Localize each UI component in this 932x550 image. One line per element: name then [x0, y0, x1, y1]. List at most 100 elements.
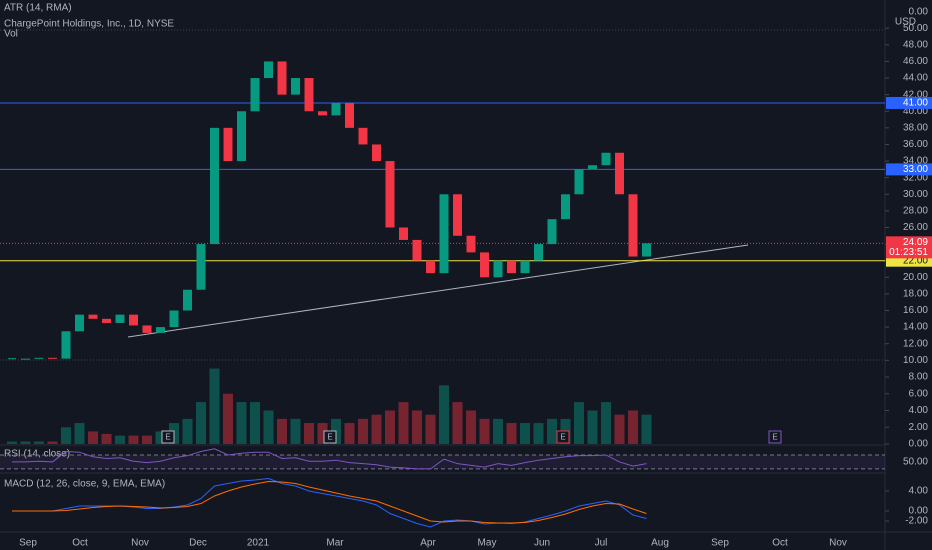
candle-body — [223, 127, 233, 162]
candle-body — [507, 260, 516, 274]
level-tag-label: 41.00 — [903, 98, 928, 109]
earnings-marker-box — [323, 430, 337, 444]
countdown: 01:23:51 — [889, 247, 928, 258]
price-tick-label: 48.00 — [903, 39, 928, 50]
candle-body — [88, 314, 98, 319]
candle-body — [264, 61, 273, 79]
price-tick-label: 36.00 — [903, 139, 928, 150]
earnings-marker: E — [165, 433, 170, 442]
candle-body — [574, 169, 584, 195]
volume-bar — [587, 410, 598, 444]
candle-body — [156, 327, 165, 333]
volume-bar — [601, 402, 611, 444]
candle-body — [453, 194, 462, 236]
candle-body — [493, 260, 503, 278]
price-tick-label: 42.00 — [903, 89, 928, 100]
candle-body — [183, 289, 192, 311]
candle-body — [426, 260, 435, 274]
volume-bar — [74, 423, 85, 444]
candle-body — [399, 227, 408, 240]
time-axis-label: Sep — [19, 538, 37, 549]
price-tick-label: 30.00 — [903, 189, 928, 200]
volume-bar — [128, 435, 139, 444]
currency: USD — [895, 17, 916, 28]
volume-bar — [628, 410, 638, 444]
volume-bar — [263, 410, 274, 444]
rsi-band-fill — [0, 454, 885, 469]
price-tick-label: 14.00 — [903, 322, 928, 333]
candle-body — [412, 239, 422, 261]
macd-tick-label: 0.00 — [909, 506, 929, 517]
volume-bar — [209, 368, 220, 444]
candle-body — [250, 78, 260, 112]
volume-bar — [547, 418, 557, 444]
level-tag — [886, 96, 932, 109]
volume-bar — [101, 433, 112, 444]
volume-bar — [614, 414, 625, 444]
price-tick-label: 46.00 — [903, 56, 928, 67]
candle-body — [358, 127, 368, 145]
atr-tick: 0.00 — [909, 7, 929, 18]
volume-bar — [196, 402, 206, 444]
rsi-tick-label: 50.00 — [903, 457, 928, 468]
candle-body — [142, 325, 152, 333]
volume-tick-label: 6.00 — [909, 388, 929, 399]
candle-body — [439, 194, 449, 274]
candle-body — [547, 219, 557, 245]
candle-body — [61, 331, 71, 359]
candle-body — [75, 314, 84, 332]
time-axis-label: Aug — [651, 538, 669, 549]
volume-bar — [520, 423, 530, 444]
volume-bar — [61, 427, 71, 444]
volume-bar — [479, 418, 490, 444]
volume-bar — [290, 418, 301, 444]
candle-body — [318, 111, 327, 116]
candle-body — [291, 78, 300, 95]
time-axis-label: Jun — [534, 538, 550, 549]
time-axis-label: Sep — [711, 538, 729, 549]
earnings-marker: E — [772, 433, 777, 442]
earnings-marker-box — [161, 430, 175, 444]
price-tick-label: 16.00 — [903, 305, 928, 316]
volume-bar — [412, 410, 422, 444]
last-price-label: 24.09 — [903, 237, 928, 248]
last-price-tag — [886, 236, 932, 259]
volume-tick-label: 4.00 — [909, 405, 929, 416]
candle-body — [196, 244, 206, 290]
candle-body — [21, 358, 30, 360]
candle-body — [615, 152, 624, 195]
time-axis-label: 2021 — [247, 538, 270, 549]
price-tick-label: 28.00 — [903, 206, 928, 217]
candle-body — [169, 310, 179, 328]
volume-tick-label: 2.00 — [909, 422, 929, 433]
level-tag — [886, 163, 932, 176]
time-axis-label: Dec — [189, 538, 207, 549]
earnings-marker: E — [327, 433, 332, 442]
volume-bar — [371, 414, 382, 444]
candle-body — [372, 144, 381, 162]
candle-body — [642, 243, 651, 257]
candle-body — [601, 152, 611, 166]
earnings-marker-box — [768, 430, 782, 444]
atr-label: ATR (14, RMA) — [4, 3, 72, 14]
volume-bar — [155, 431, 166, 444]
volume-bar — [20, 441, 31, 444]
volume-bar — [115, 435, 125, 444]
volume-bar — [7, 441, 17, 444]
volume-bar — [250, 402, 260, 444]
candle-body — [304, 78, 314, 112]
candle-body — [102, 318, 111, 323]
earnings-marker: E — [560, 433, 565, 442]
time-axis-label: Nov — [131, 538, 149, 549]
candle-body — [520, 260, 530, 274]
candle-body — [129, 314, 138, 326]
candle-body — [277, 61, 287, 95]
volume-bar — [385, 410, 395, 444]
volume-bar — [439, 385, 449, 444]
candle-body — [588, 165, 597, 170]
price-tick-label: 10.00 — [903, 355, 928, 366]
volume-bar — [358, 418, 368, 444]
candle-body — [331, 102, 341, 116]
symbol-title: ChargePoint Holdings, Inc., 1D, NYSE — [4, 19, 174, 30]
